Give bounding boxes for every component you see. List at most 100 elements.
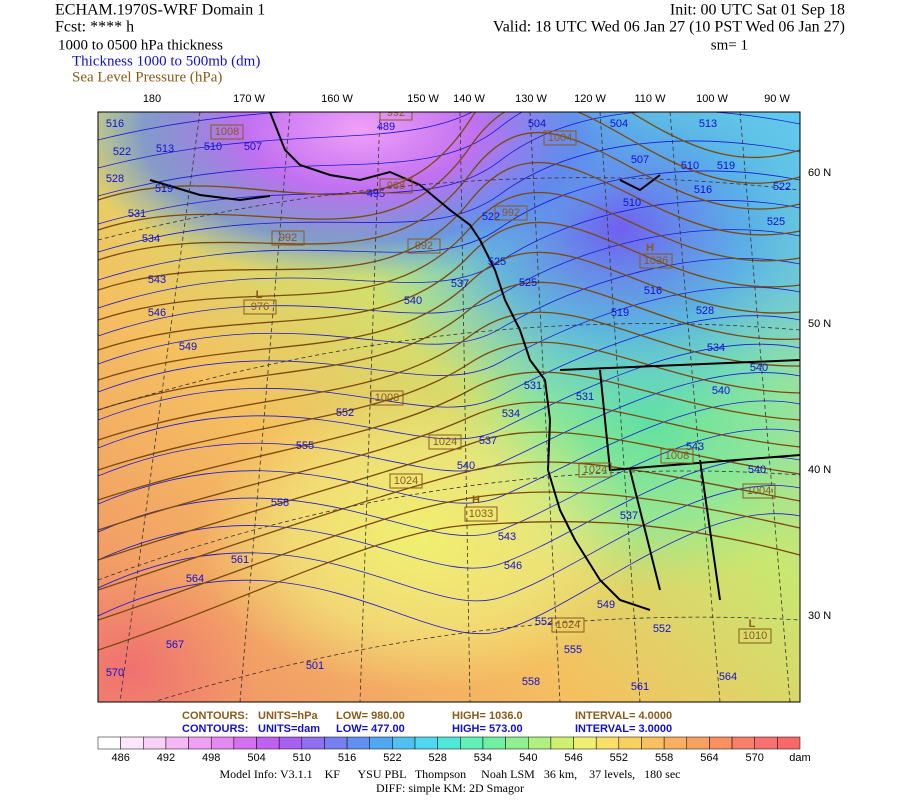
coastlines (149, 112, 800, 611)
pressure-contour (98, 401, 800, 531)
thickness-label: 570 (106, 667, 124, 679)
colorbar-swatch (573, 736, 597, 750)
pressure-label: 1008 (665, 450, 689, 462)
colorbar-swatch (278, 736, 303, 750)
colorbar-label: 534 (474, 752, 492, 764)
pressure-label: 1004 (747, 485, 771, 497)
contour-info-low: LOW= 477.00 (336, 723, 405, 735)
contour-info: CONTOURS: UNITS=hPa LOW= 980.00 HIGH= 1036.… (182, 710, 672, 735)
pressure-label-box (742, 483, 776, 499)
pressure-label: 1008 (215, 126, 239, 138)
thickness-label: 519 (611, 307, 629, 319)
colorbar-label: 498 (202, 752, 220, 764)
contour-info-units: UNITS=hPa (258, 710, 318, 722)
pressure-label-box (379, 112, 413, 121)
pressure-label: 992 (387, 107, 405, 119)
pressure-center: H (646, 242, 654, 254)
pressure-label: 976 (251, 301, 269, 313)
thickness-label: 507 (244, 141, 262, 153)
pressure-center: H (472, 494, 480, 506)
thickness-contour (98, 112, 473, 169)
thickness-label: 516 (106, 118, 124, 130)
thickness-contour (98, 456, 800, 569)
pressure-label-box (494, 205, 528, 221)
colorbar-label: 546 (564, 752, 582, 764)
colorbar-unit: dam (789, 752, 810, 764)
thickness-label: 531 (576, 391, 594, 403)
thickness-label: 540 (404, 295, 422, 307)
pressure-label-box (407, 238, 441, 254)
pressure-contour (98, 281, 800, 411)
longitude-label: 160 W (321, 93, 353, 105)
pressure-center: L (749, 618, 756, 630)
thickness-contour (98, 140, 800, 253)
pressure-contour (98, 112, 800, 201)
colorbar-label: 486 (111, 752, 129, 764)
thickness-label: 504 (610, 118, 628, 130)
colorbar-swatch (437, 736, 461, 750)
thickness-label: 558 (271, 497, 289, 509)
pressure-contour (98, 192, 800, 321)
contour-info-label: CONTOURS: (182, 723, 248, 735)
thickness-label: 546 (148, 307, 166, 319)
pressure-contour (98, 341, 800, 471)
pressure-label: 1036 (644, 255, 668, 267)
pressure-label-box (738, 628, 772, 644)
graticule (98, 112, 800, 702)
thickness-label: 501 (306, 660, 324, 672)
pressure-label-box (660, 448, 694, 464)
map-axes: 180 170 W 160 W 150 W 140 W 130 W 120 W 110 W 10… (143, 93, 831, 622)
thickness-label: 537 (620, 510, 638, 522)
colorbar-label: 558 (655, 752, 673, 764)
colorbar-swatch (210, 736, 235, 750)
pressure-label: 992 (415, 240, 433, 252)
pressure-contour (98, 112, 800, 231)
map-area: 516 513 510 507 522 528 519 531 534 543 546 549 552 5… (98, 107, 800, 702)
pressure-center: L (256, 289, 263, 301)
thickness-label: 561 (631, 681, 649, 693)
thickness-label: 567 (166, 639, 184, 651)
pressure-label-box (210, 124, 244, 140)
thickness-label: 519 (155, 183, 173, 195)
legend-thickness: Thickness 1000 to 500mb (dm) (72, 53, 260, 69)
pressure-contour (98, 431, 800, 561)
thickness-label: 540 (457, 460, 475, 472)
pressure-label: 1024 (556, 619, 580, 631)
pressure-contour (98, 461, 800, 591)
thickness-contour (98, 315, 800, 421)
longitude-label: 90 W (764, 93, 790, 105)
colorbar-label: 516 (338, 752, 356, 764)
thickness-label: 555 (564, 644, 582, 656)
colorbar-label: 522 (383, 752, 401, 764)
colorbar-swatch (550, 736, 574, 750)
forecast: Fcst: **** h (55, 19, 134, 36)
pressure-label-box (243, 299, 277, 315)
pressure-label-box (379, 178, 413, 194)
thickness-label: 549 (597, 599, 615, 611)
field-name: 1000 to 0500 hPa thickness (58, 37, 223, 53)
thickness-label: 513 (156, 143, 174, 155)
thickness-label: 510 (623, 197, 641, 209)
thickness-label: 525 (519, 277, 537, 289)
thickness-label: 537 (451, 278, 469, 290)
pressure-label: 1033 (469, 508, 493, 520)
pressure-label-box (370, 390, 404, 406)
pressure-label-box (428, 434, 462, 450)
colorbar-label: 528 (428, 752, 446, 764)
colorbar-swatch (324, 736, 348, 750)
thickness-label: 495 (367, 188, 385, 200)
pressure-contour (98, 131, 800, 261)
latitude-label: 40 N (808, 464, 831, 476)
pressure-label-box (578, 462, 612, 478)
contour-info-label: CONTOURS: (182, 710, 248, 722)
thickness-label: 558 (522, 676, 540, 688)
longitude-label: 180 (143, 93, 161, 105)
thickness-label: 528 (106, 173, 124, 185)
colorbar-label: 504 (247, 752, 265, 764)
latitude-label: 50 N (808, 318, 831, 330)
model-title: ECHAM.1970S-WRF Domain 1 (55, 2, 265, 19)
colorbar-label: 492 (157, 752, 175, 764)
colorbar-label: 564 (700, 752, 718, 764)
longitude-label: 150 W (407, 93, 439, 105)
